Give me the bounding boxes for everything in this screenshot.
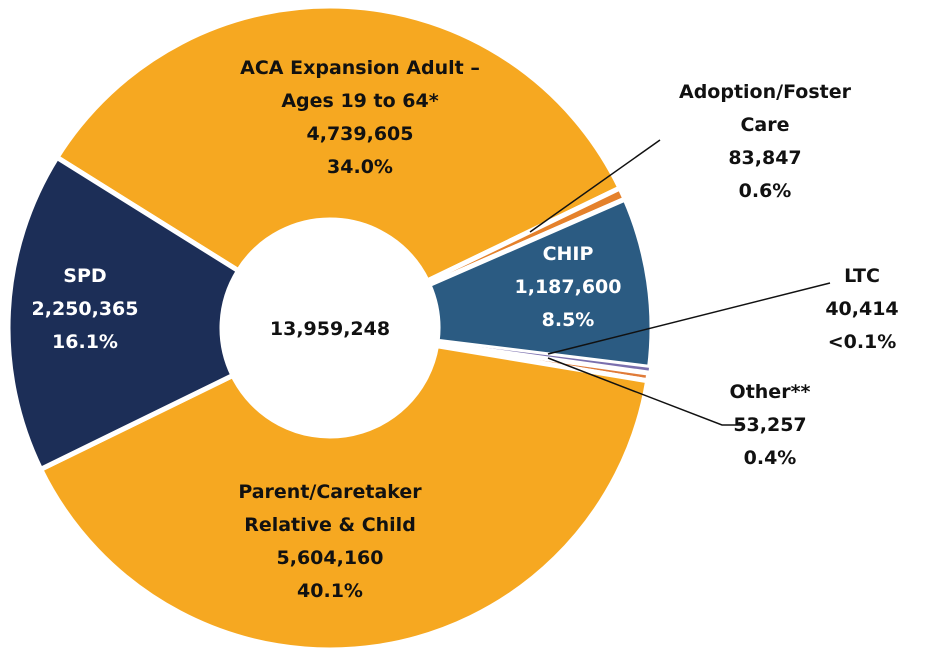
center-total: 13,959,248 <box>269 318 391 340</box>
slice-label: Other** 53,257 0.4% <box>705 376 835 475</box>
percent-label: 16.1% <box>52 331 118 353</box>
percent-label: 40.1% <box>297 580 363 602</box>
slice <box>5 153 242 473</box>
slice-label: SPD 2,250,365 16.1% <box>10 260 160 359</box>
percent-label: 0.6% <box>738 180 792 202</box>
value-label: 53,257 <box>733 414 807 436</box>
leader-line <box>547 282 831 355</box>
slice-label: LTC 40,414 <0.1% <box>802 260 922 359</box>
category: SPD <box>63 265 107 287</box>
slice-label: CHIP 1,187,600 8.5% <box>483 238 653 337</box>
percent-label: 34.0% <box>327 156 393 178</box>
percent-label: 0.4% <box>743 447 797 469</box>
leader-line <box>529 139 661 233</box>
value-label: 40,414 <box>825 298 899 320</box>
category: Parent/Caretaker Relative & Child <box>238 481 422 536</box>
slice-label: Adoption/Foster Care 83,847 0.6% <box>670 76 860 208</box>
category: Other** <box>729 381 811 403</box>
slice <box>53 3 624 285</box>
category: Adoption/Foster Care <box>679 81 851 136</box>
percent-label: 8.5% <box>541 309 595 331</box>
category: ACA Expansion Adult – Ages 19 to 64* <box>240 57 480 112</box>
value-label: 2,250,365 <box>31 298 139 320</box>
category: CHIP <box>542 243 594 265</box>
value-label: 5,604,160 <box>276 547 384 569</box>
percent-label: <0.1% <box>827 331 897 353</box>
slice-label: ACA Expansion Adult – Ages 19 to 64* 4,73… <box>225 52 495 184</box>
value-label: 1,187,600 <box>514 276 622 298</box>
category: LTC <box>844 265 880 287</box>
slice-label: Parent/Caretaker Relative & Child 5,604,1… <box>210 476 450 608</box>
leader-line <box>547 357 742 426</box>
slice <box>425 195 655 371</box>
value-label: 83,847 <box>728 147 802 169</box>
slice <box>37 342 651 651</box>
value-label: 4,739,605 <box>306 123 414 145</box>
